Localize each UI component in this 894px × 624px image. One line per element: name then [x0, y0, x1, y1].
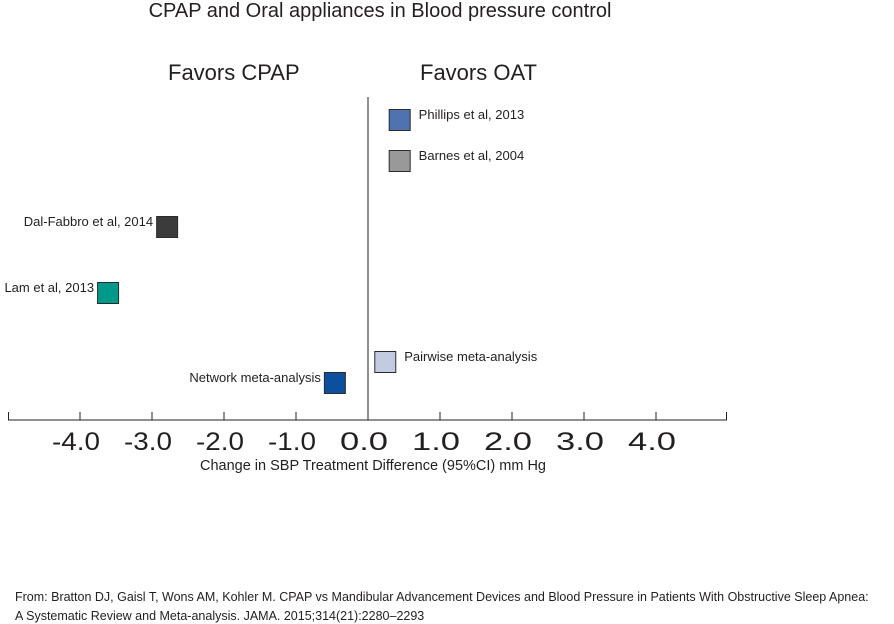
- point-marker: [388, 150, 411, 172]
- point-label: Pairwise meta-analysis: [404, 349, 537, 364]
- x-tick-label: 2.0: [484, 428, 532, 456]
- point-marker: [374, 351, 397, 373]
- point-marker: [97, 282, 120, 304]
- point-marker: [156, 216, 179, 238]
- x-tick-label: 0.0: [340, 428, 388, 456]
- citation-line-1: From: Bratton DJ, Gaisl T, Wons AM, Kohl…: [15, 590, 869, 604]
- point-label: Network meta-analysis: [189, 370, 321, 385]
- x-tick-label: 3.0: [556, 428, 604, 456]
- x-tick-label: -3.0: [124, 428, 172, 456]
- x-tick-label: -4.0: [52, 428, 100, 456]
- point-label: Phillips et al, 2013: [419, 107, 525, 122]
- x-tick-label: -1.0: [268, 428, 316, 456]
- x-tick-label: 1.0: [412, 428, 460, 456]
- point-marker: [323, 372, 346, 394]
- favors-cpap-annotation: Favors CPAP: [168, 60, 300, 85]
- point-label: Lam et al, 2013: [4, 280, 94, 295]
- point-label: Dal-Fabbro et al, 2014: [24, 214, 153, 229]
- x-tick-label: 4.0: [628, 428, 676, 456]
- favors-oat-annotation: Favors OAT: [420, 60, 537, 85]
- x-axis-label: Change in SBP Treatment Difference (95%C…: [199, 458, 546, 474]
- point-marker: [388, 109, 411, 131]
- point-label: Barnes et al, 2004: [419, 148, 525, 163]
- chart-title: CPAP and Oral appliances in Blood pressu…: [148, 0, 612, 22]
- citation-line-2: A Systematic Review and Meta-analysis. J…: [15, 609, 425, 623]
- x-tick-label: -2.0: [196, 428, 244, 456]
